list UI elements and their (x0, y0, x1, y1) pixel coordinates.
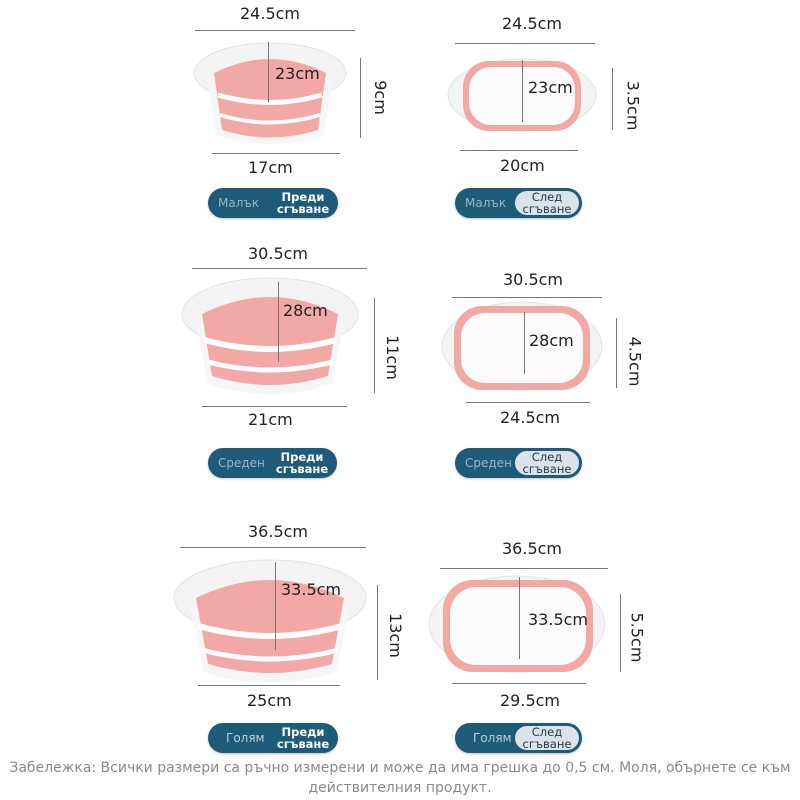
size-state-badge: Голям След сгъване (455, 723, 582, 753)
height-label: 5.5cm (627, 612, 647, 663)
base-label: 17cm (248, 158, 293, 177)
tub-before-image (173, 559, 367, 683)
state-label: Преди сгъване (271, 726, 335, 750)
base-label: 29.5cm (500, 691, 561, 710)
height-label: 4.5cm (625, 336, 645, 387)
tub-after-image (428, 575, 606, 673)
depth-label: 28cm (529, 331, 574, 350)
size-label: Голям (473, 731, 512, 745)
width-label: 36.5cm (502, 539, 563, 558)
width-label: 30.5cm (248, 244, 309, 263)
width-label: 24.5cm (502, 14, 563, 33)
state-label: Преди сгъване (271, 191, 335, 215)
size-label: Среден (218, 456, 265, 470)
depth-label: 23cm (528, 78, 573, 97)
state-label: Преди сгъване (270, 451, 334, 475)
base-label: 21cm (248, 410, 293, 429)
width-label: 30.5cm (503, 270, 564, 289)
size-label: Среден (465, 456, 512, 470)
depth-label: 28cm (283, 301, 328, 320)
depth-label: 33.5cm (528, 610, 589, 629)
tub-before-image (193, 42, 347, 144)
state-label: След сгъване (515, 191, 579, 215)
height-label: 13cm (385, 613, 405, 658)
state-label: След сгъване (515, 451, 579, 475)
base-label: 20cm (500, 156, 545, 175)
depth-label: 23cm (275, 64, 320, 83)
disclaimer-note: Забележка: Всички размери са ръчно измер… (9, 760, 791, 796)
height-label: 3.5cm (623, 80, 643, 131)
width-label: 36.5cm (248, 522, 309, 541)
size-state-badge: Среден След сгъване (455, 448, 582, 478)
width-label: 24.5cm (240, 4, 301, 23)
size-state-badge: Среден Преди сгъване (208, 448, 337, 478)
size-label: Малък (218, 196, 260, 210)
state-label: След сгъване (515, 726, 579, 750)
height-label: 9cm (370, 80, 390, 115)
base-label: 24.5cm (500, 408, 561, 427)
tub-before-image (181, 277, 359, 394)
size-state-badge: Малък Преди сгъване (208, 188, 338, 218)
height-label: 11cm (382, 335, 402, 380)
base-label: 25cm (247, 691, 292, 710)
size-state-badge: Голям Преди сгъване (208, 723, 338, 753)
depth-label: 33.5cm (281, 580, 342, 599)
size-state-badge: Малък След сгъване (455, 188, 582, 218)
size-label: Малък (465, 196, 507, 210)
size-label: Голям (226, 731, 265, 745)
tub-after-image (441, 301, 603, 391)
